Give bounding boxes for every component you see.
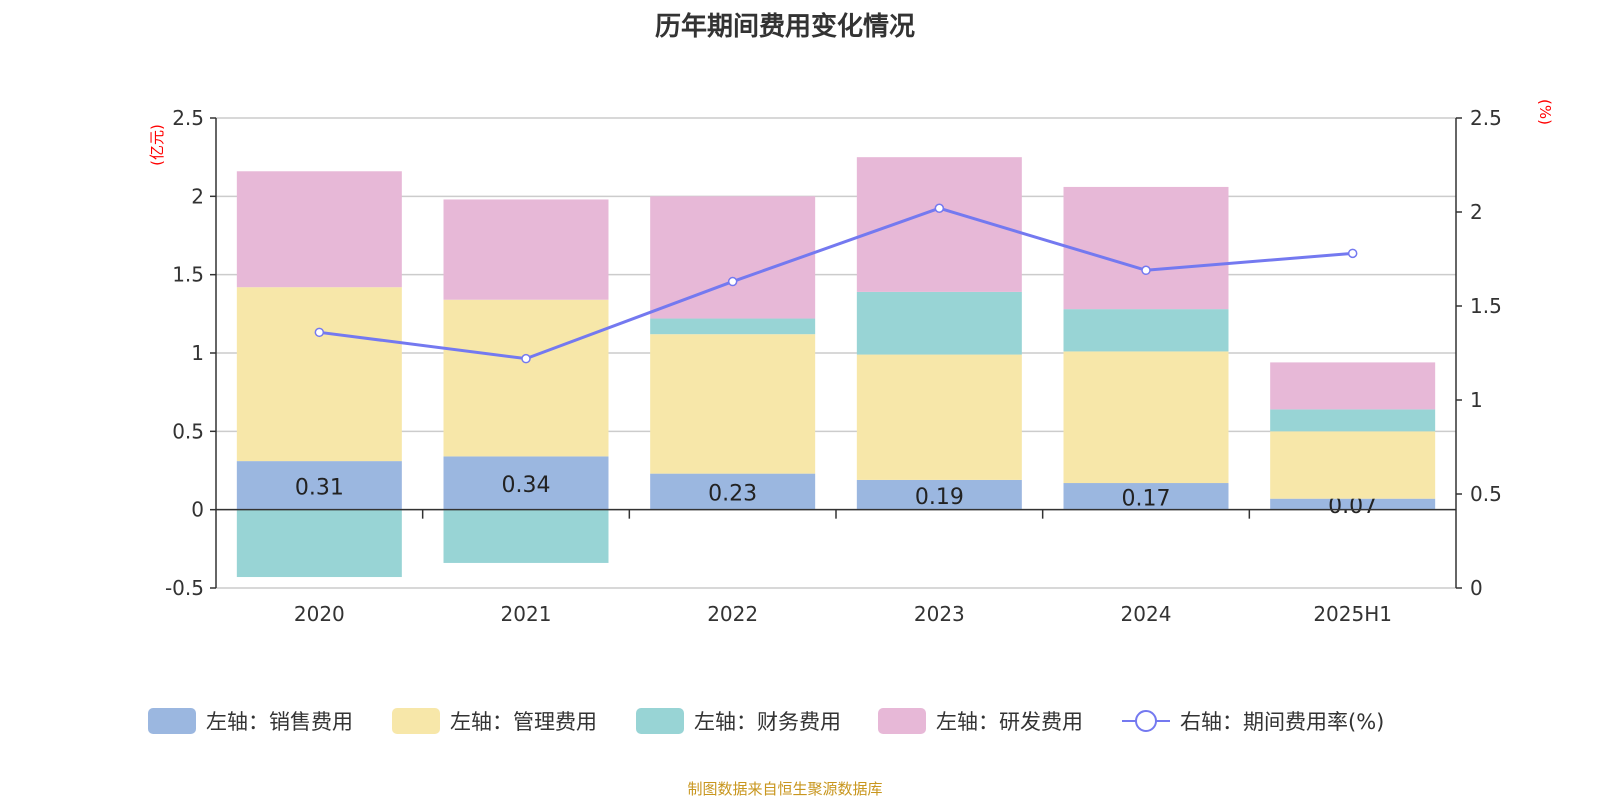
left-tick-label: 2 [191, 184, 204, 208]
x-tick-label: 2020 [294, 602, 345, 626]
bar-segment [856, 291, 1022, 355]
left-tick-label: 1.5 [172, 263, 204, 287]
line-series [319, 206, 1353, 361]
x-tick-label: 2022 [707, 602, 758, 626]
bar-segment [236, 287, 402, 462]
bar-segment [1063, 309, 1229, 352]
x-tick-label: 2023 [914, 602, 965, 626]
bar-segment [443, 456, 609, 510]
bar-data-label: 0.34 [502, 473, 551, 498]
left-tick-label: 0 [191, 498, 204, 522]
right-axis-label: (%) [1536, 99, 1554, 125]
bar-segment [443, 299, 609, 457]
line-point [934, 203, 945, 213]
bar-segment [236, 171, 402, 288]
line-point [1347, 248, 1358, 259]
legend-swatch [392, 708, 440, 734]
right-tick-label: 0 [1470, 576, 1483, 600]
left-tick-label: -0.5 [165, 576, 204, 600]
bar-segment [236, 509, 402, 578]
right-tick-label: 2.5 [1470, 106, 1502, 130]
bar-segment [650, 196, 816, 319]
right-tick-label: 2 [1470, 200, 1483, 224]
legend-marker [1135, 710, 1157, 732]
left-tick-label: 0.5 [172, 419, 204, 443]
bar-segment [856, 354, 1022, 480]
legend-swatch [878, 708, 926, 734]
left-axis-label: (亿元) [148, 124, 166, 166]
legend-label: 左轴：财务费用 [694, 710, 841, 734]
bar-data-label: 0.17 [1122, 486, 1171, 511]
bar-segment [1270, 498, 1436, 510]
bar-data-label: 0.31 [295, 475, 344, 500]
line-point [1141, 265, 1151, 276]
line-point [727, 276, 738, 287]
chart-title: 历年期间费用变化情况 [654, 12, 915, 42]
left-tick-label: 1 [191, 341, 204, 365]
bar-data-label: 0.23 [708, 482, 757, 507]
bar-segment [443, 509, 609, 563]
bar-data-label: 0.19 [915, 485, 964, 510]
bar-segment [1270, 362, 1436, 410]
bar-segment [1270, 431, 1436, 499]
bar-segment [236, 461, 402, 510]
legend-label: 右轴：期间费用率(%) [1180, 710, 1384, 734]
line-point [314, 327, 325, 338]
legend-swatch [636, 708, 684, 734]
bar-segment [1270, 409, 1436, 432]
legend-label: 左轴：研发费用 [936, 710, 1083, 734]
bar-segment [856, 479, 1022, 510]
left-tick-label: 2.5 [172, 106, 204, 130]
bar-segment [1063, 186, 1229, 310]
bar-segment [650, 318, 816, 335]
x-tick-label: 2021 [501, 602, 552, 626]
line-point [521, 353, 531, 364]
bar-segment [1063, 351, 1229, 484]
bar-segment [650, 334, 816, 474]
bar-segment [1063, 483, 1229, 510]
legend-swatch [148, 708, 196, 734]
legend-label: 左轴：管理费用 [450, 710, 597, 734]
x-tick-label: 2025H1 [1313, 602, 1392, 626]
bar-segment [443, 199, 609, 300]
x-tick-label: 2024 [1121, 602, 1172, 626]
legend-label: 左轴：销售费用 [206, 710, 353, 734]
source-note: 制图数据来自恒生聚源数据库 [687, 780, 883, 798]
bar-segment [650, 473, 816, 510]
right-tick-label: 0.5 [1470, 482, 1502, 506]
right-tick-label: 1.5 [1470, 294, 1502, 318]
right-tick-label: 1 [1470, 388, 1483, 412]
